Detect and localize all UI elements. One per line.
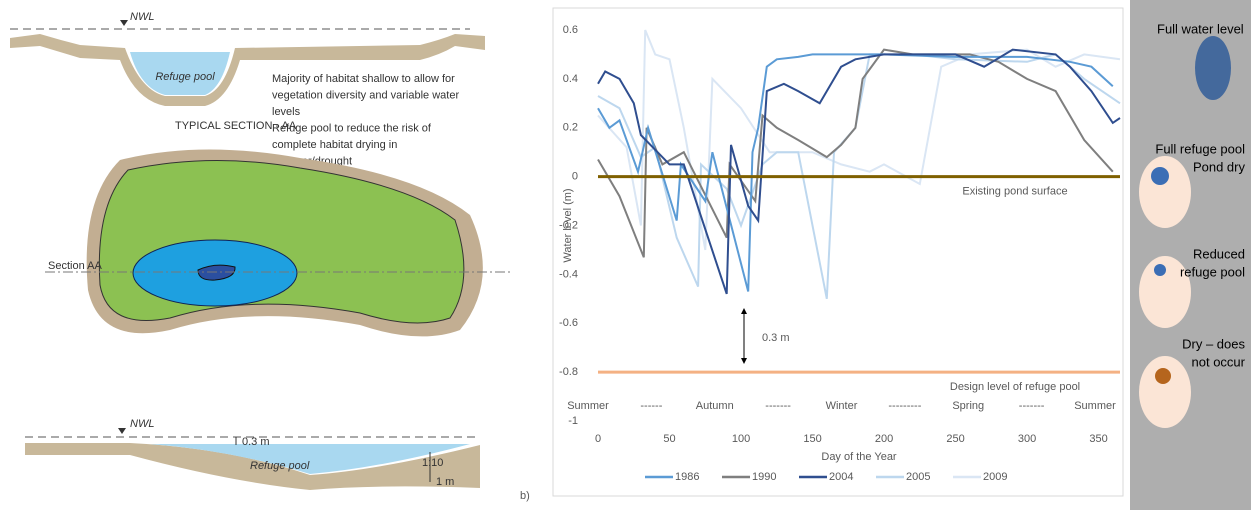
pond-icon [1139, 356, 1191, 428]
x-tick-label: 50 [663, 433, 675, 445]
x-axis-label: Day of the Year [821, 451, 897, 463]
chart-frame [553, 8, 1123, 496]
nwl-marker [118, 428, 126, 434]
y-tick-label: -0.6 [559, 317, 578, 329]
y-axis-label: Water level (m) [562, 188, 574, 262]
pool-label: Refuge pool [250, 460, 310, 472]
legend-label: 1986 [675, 471, 699, 483]
x-tick-label: 150 [803, 433, 821, 445]
section-label: Section AA [48, 260, 102, 272]
slope-label: 1:10 [422, 457, 443, 469]
y-tick-label: 0.2 [563, 122, 578, 134]
legend-panel-label: Pond dry [1193, 159, 1246, 174]
x-tick-label: 250 [946, 433, 964, 445]
x-tick-label: 0 [595, 433, 601, 445]
reference-label: Existing pond surface [962, 186, 1067, 198]
season-label: ------ [640, 400, 662, 412]
y-tick-label: 0.4 [563, 73, 578, 85]
season-label: ------- [1019, 400, 1045, 412]
legend-panel-label: not occur [1192, 354, 1246, 369]
pool-icon [1155, 368, 1171, 384]
legend-panel-label: Reduced [1193, 246, 1245, 261]
reference-label: Design level of refuge pool [950, 381, 1080, 393]
note-line: vegetation diversity and variable water [272, 89, 459, 101]
legend-panel-label: Dry – does [1182, 336, 1245, 351]
legend-panel-label: refuge pool [1180, 264, 1245, 279]
legend-label: 2004 [829, 471, 853, 483]
pond-icon [1139, 156, 1191, 228]
pool-icon [1154, 264, 1166, 276]
season-label: Summer [567, 400, 609, 412]
nwl-label: NWL [130, 11, 154, 23]
y-tick-label: -0.4 [559, 268, 578, 280]
season-label: Autumn [696, 400, 734, 412]
depth-label: 0.3 m [242, 436, 270, 448]
plan-view: Section AA [45, 149, 510, 336]
legend-label: 2009 [983, 471, 1007, 483]
x-tick-label: 350 [1089, 433, 1107, 445]
y-tick-label: 0.6 [563, 24, 578, 36]
typical-section: NWL Refuge pool TYPICAL SECTION - AA Maj… [10, 11, 485, 168]
legend-label: 1990 [752, 471, 776, 483]
annotation: 0.3 m [762, 332, 790, 344]
panel-label: b) [520, 490, 530, 502]
note-line: levels [272, 106, 301, 118]
legend-panel-label: Full water level [1157, 21, 1244, 36]
legend-panel-label: Full refuge pool [1155, 141, 1245, 156]
notes: Majority of habitat shallow to allow for… [272, 73, 459, 168]
depth-label: 1 m [436, 476, 454, 488]
y-tick-label: 0 [572, 171, 578, 183]
season-label: ------- [765, 400, 791, 412]
nwl-label: NWL [130, 418, 154, 430]
pool-icon [1151, 167, 1169, 185]
note-line: complete habitat drying in [272, 139, 397, 151]
pool-label: Refuge pool [155, 71, 215, 83]
pool-section: NWL 0.3 m Refuge pool 1:10 1 m [25, 418, 480, 490]
season-label: --------- [888, 400, 921, 412]
figure: NWL Refuge pool TYPICAL SECTION - AA Maj… [0, 0, 1251, 510]
nwl-marker [120, 20, 128, 26]
full-water-icon [1195, 36, 1231, 100]
x-tick-label: 300 [1018, 433, 1036, 445]
y-tick-label: -1 [568, 415, 578, 427]
season-label: Summer [1074, 400, 1116, 412]
season-label: Spring [952, 400, 984, 412]
season-label: Winter [826, 400, 858, 412]
legend-label: 2005 [906, 471, 930, 483]
note-line: Majority of habitat shallow to allow for [272, 73, 455, 85]
x-tick-label: 100 [732, 433, 750, 445]
note-line: Refuge pool to reduce the risk of [272, 122, 432, 134]
x-tick-label: 200 [875, 433, 893, 445]
y-tick-label: -0.8 [559, 366, 578, 378]
